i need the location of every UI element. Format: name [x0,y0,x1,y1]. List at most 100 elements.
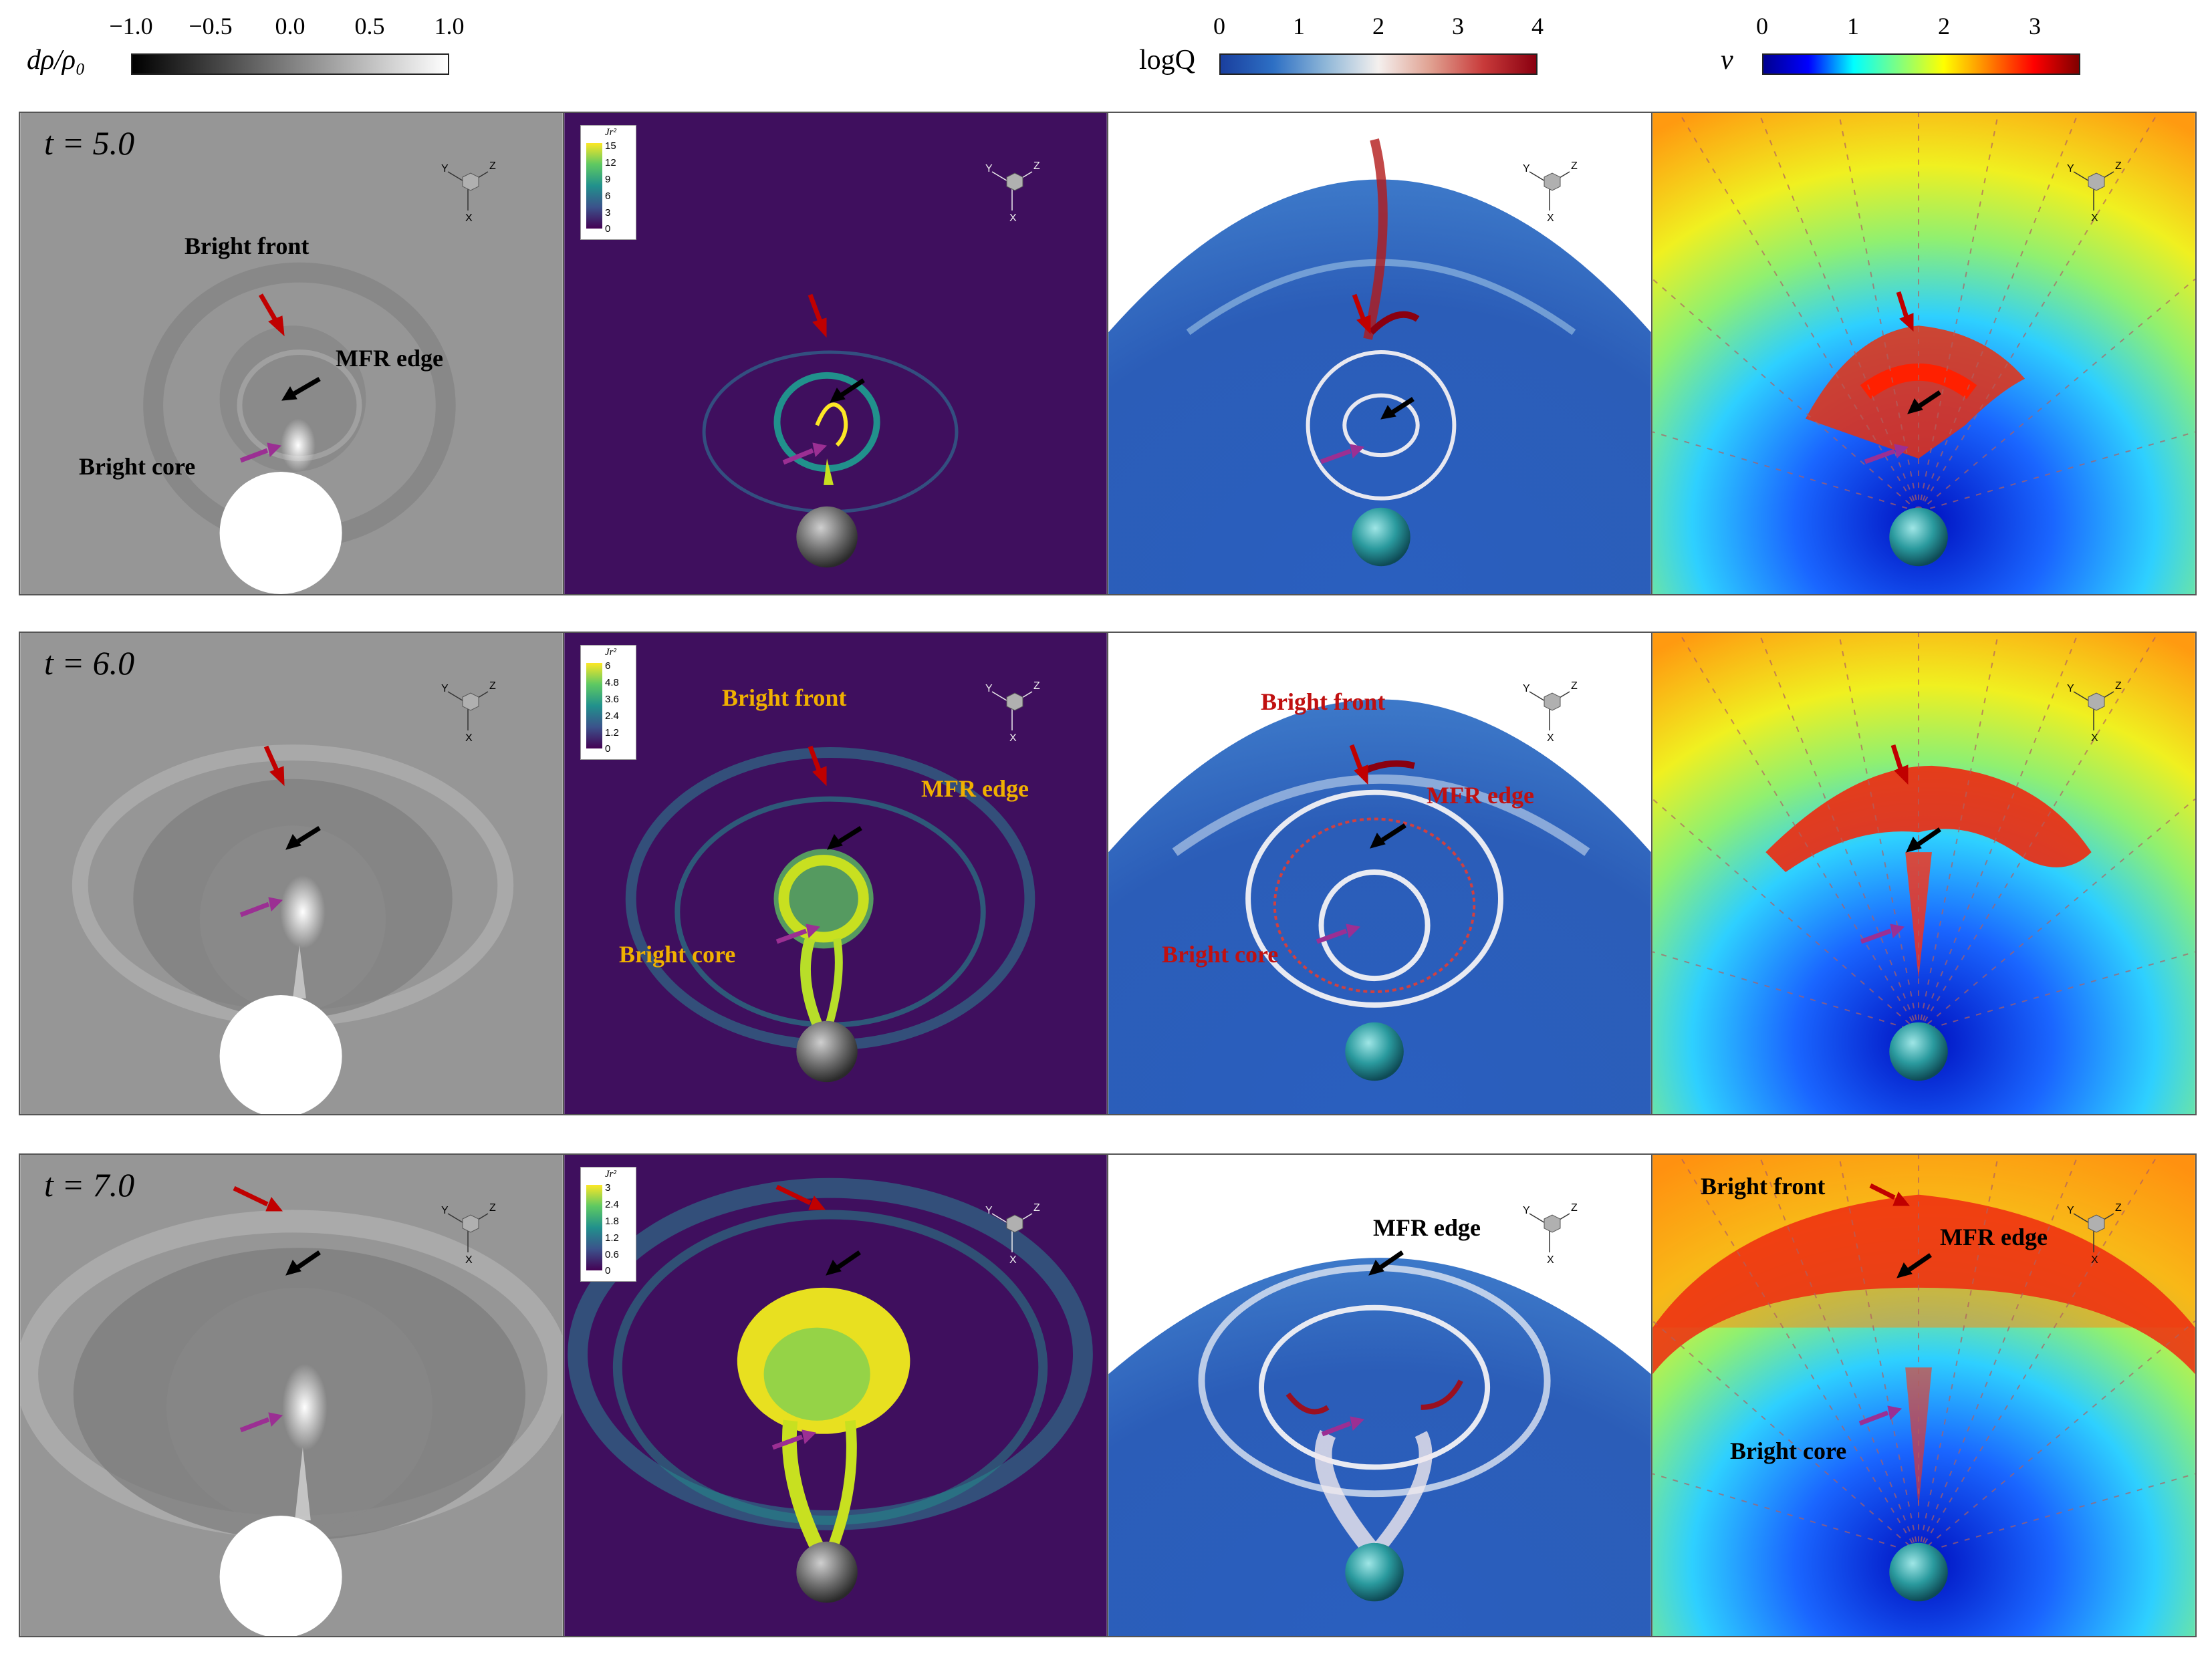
axis-x-letter: X [2091,1254,2098,1266]
axis-x-letter: X [2091,213,2098,224]
logq-panel-t7: MFR edge Y Z X [1107,1153,1652,1637]
axis-x-letter: X [1009,213,1017,224]
current-tick: 3 [605,207,611,219]
density-tick: −0.5 [189,13,233,39]
time-label: t = 6.0 [44,644,135,682]
density-tick: −1.0 [109,13,153,39]
orientation-axes-icon: Y Z X [441,1202,496,1266]
current-colorbar: Jr² 6 4.8 3.6 2.4 1.2 0 [580,645,636,760]
axis-x-letter: X [465,213,473,224]
velocity-tick: 3 [2029,13,2041,39]
logq-gradient [1219,53,1538,75]
orientation-axes-icon: Y Z X [2067,160,2122,224]
orientation-axes-icon: Y Z X [441,160,496,224]
axis-z-letter: Z [2115,680,2122,692]
velocity-colorbar-label: v [1721,45,1733,76]
bright-core-label: Bright core [1730,1437,1847,1464]
bright-core-label: Bright core [619,941,736,968]
axis-y-letter: Y [2067,1205,2074,1216]
density-colorbar: dρ/ρ₀ −1.0 −0.5 0.0 0.5 1.0 [0,0,468,87]
axis-x-letter: X [465,732,473,744]
mfr-edge-label: MFR edge [1427,782,1534,809]
current-tick: 15 [605,140,616,152]
current-tick: 0.6 [605,1249,619,1260]
logq-tick: 1 [1293,13,1305,39]
orientation-axes-icon: Y Z X [985,680,1040,744]
bright-front-label: Bright front [1261,688,1386,715]
axis-y-letter: Y [985,163,993,174]
mfr-edge-label: MFR edge [1940,1224,2048,1250]
axis-y-letter: Y [2067,163,2074,174]
current-tick: 1.8 [605,1216,619,1227]
axis-x-letter: X [2091,732,2098,744]
axis-y-letter: Y [441,683,449,694]
orientation-axes-icon: Y Z X [1523,160,1578,224]
axis-y-letter: Y [2067,683,2074,694]
mfr-edge-label: MFR edge [1373,1214,1481,1241]
density-gradient [131,53,449,75]
axis-z-letter: Z [489,680,496,692]
orientation-axes-icon: Y Z X [2067,1202,2122,1266]
logq-colorbar: logQ 0 1 2 3 4 [1130,0,1558,87]
orientation-axes-icon: Y Z X [1523,1202,1578,1266]
density-tick: 0.0 [275,13,305,39]
axis-y-letter: Y [1523,683,1530,694]
density-panel-t5: t = 5.0 Bright front MFR edge Bright cor… [19,112,564,595]
current-gradient [586,143,602,229]
logq-panel-t5: Y Z X [1107,112,1652,595]
axis-y-letter: Y [441,1205,449,1216]
current-tick: 1.2 [605,727,619,738]
velocity-gradient [1762,53,2080,75]
density-colorbar-label: dρ/ρ₀ [27,45,86,76]
current-tick: 3 [605,1182,611,1194]
axis-z-letter: Z [2115,1202,2122,1214]
density-tick: 0.5 [354,13,385,39]
current-colorbar-title: Jr² [605,647,616,658]
axis-x-letter: X [1009,1254,1017,1266]
logq-tick: 0 [1213,13,1225,39]
time-label: t = 5.0 [44,124,135,162]
logq-panel-t6: Bright front MFR edge Bright core Y Z X [1107,632,1652,1115]
current-panel-t5: Jr² 15 12 9 6 3 0 Y Z X [563,112,1108,595]
orientation-axes-icon: Y Z X [441,680,496,744]
current-colorbar: Jr² 15 12 9 6 3 0 [580,125,636,240]
velocity-panel-t5: Y Z X [1651,112,2197,595]
current-panel-t6: Jr² 6 4.8 3.6 2.4 1.2 0 Bright front MFR… [563,632,1108,1115]
current-gradient [586,663,602,748]
axis-z-letter: Z [1571,1202,1578,1214]
axis-x-letter: X [1009,732,1017,744]
density-panel-t7: t = 7.0 Y Z X [19,1153,564,1637]
orientation-axes-icon: Y Z X [985,1202,1040,1266]
axis-z-letter: Z [489,1202,496,1214]
current-tick: 2.4 [605,710,619,722]
axis-z-letter: Z [1033,160,1040,172]
axis-x-letter: X [1547,1254,1554,1266]
current-tick: 3.6 [605,694,619,705]
current-colorbar: Jr² 3 2.4 1.8 1.2 0.6 0 [580,1167,636,1282]
current-colorbar-title: Jr² [605,127,616,138]
axis-z-letter: Z [1571,680,1578,692]
logq-tick: 4 [1531,13,1544,39]
current-gradient [586,1185,602,1270]
bright-front-label: Bright front [1701,1173,1826,1200]
current-tick: 6 [605,190,611,202]
bright-front-label: Bright front [722,684,847,711]
logq-tick: 2 [1372,13,1384,39]
mfr-edge-label: MFR edge [921,775,1029,802]
current-colorbar-title: Jr² [605,1169,616,1180]
orientation-axes-icon: Y Z X [985,160,1040,224]
axis-y-letter: Y [1523,163,1530,174]
mfr-edge-label: MFR edge [336,345,443,372]
velocity-panel-t6: Y Z X [1651,632,2197,1115]
current-tick: 4.8 [605,677,619,688]
orientation-axes-icon: Y Z X [2067,680,2122,744]
axis-z-letter: Z [489,160,496,172]
velocity-panel-t7: Bright front MFR edge Bright core Y Z X [1651,1153,2197,1637]
current-tick: 0 [605,223,611,235]
axis-y-letter: Y [985,1205,993,1216]
axis-y-letter: Y [985,683,993,694]
time-label: t = 7.0 [44,1166,135,1204]
velocity-tick: 2 [1938,13,1950,39]
orientation-axes-icon: Y Z X [1523,680,1578,744]
current-panel-t7: Jr² 3 2.4 1.8 1.2 0.6 0 Y Z X [563,1153,1108,1637]
